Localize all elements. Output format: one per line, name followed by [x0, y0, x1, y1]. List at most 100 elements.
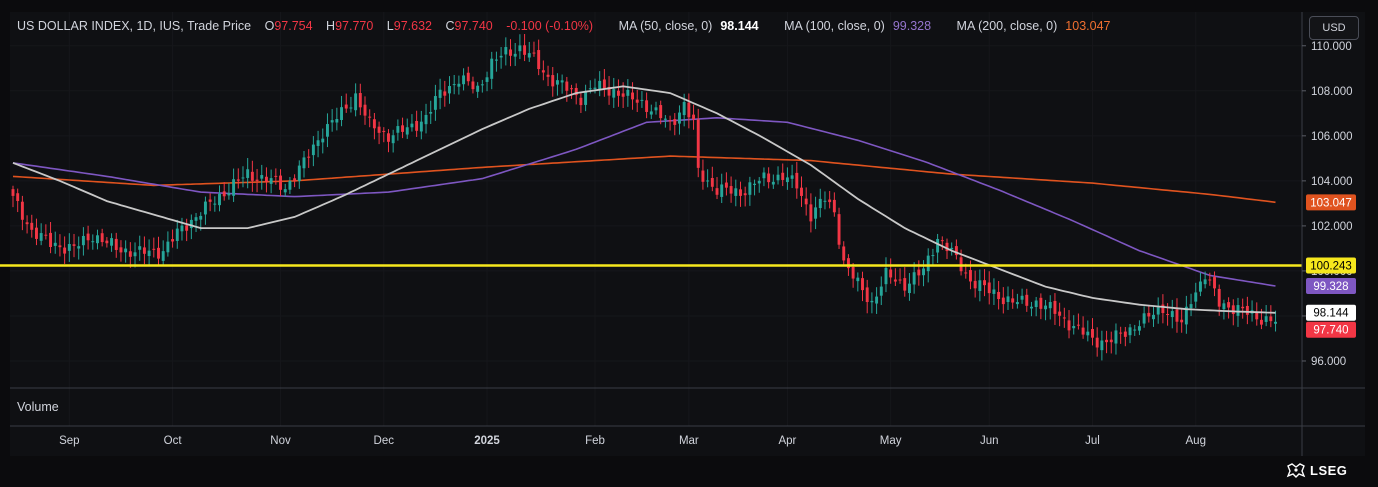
candle-body	[1170, 311, 1174, 318]
candle-body	[593, 87, 597, 90]
candle-body	[138, 246, 142, 250]
candle-body	[1152, 314, 1155, 320]
candle-body	[879, 286, 883, 296]
candle-body	[1015, 302, 1019, 305]
candle-body	[171, 239, 175, 242]
x-tick-label: May	[880, 435, 902, 447]
candle-body	[119, 247, 123, 253]
candle-body	[837, 214, 841, 245]
candle-body	[368, 116, 372, 118]
candle-body	[1020, 295, 1024, 300]
price-tag-bg	[1306, 321, 1356, 338]
candle-body	[1180, 319, 1184, 323]
candle-body	[81, 235, 85, 246]
candle-body	[485, 77, 489, 82]
candle-body	[302, 157, 306, 169]
candle-body	[1175, 309, 1179, 322]
candle-body	[372, 119, 376, 129]
candle-body	[621, 93, 625, 97]
x-tick-label: Aug	[1186, 435, 1206, 447]
candle-body	[724, 182, 728, 188]
candle-body	[1213, 277, 1216, 289]
candle-body	[1039, 297, 1043, 309]
candle-body	[340, 107, 344, 120]
candle-body	[16, 193, 20, 202]
candle-body	[433, 96, 437, 110]
low-key: L	[386, 19, 394, 33]
candle-body	[1109, 339, 1113, 343]
candle-body	[616, 90, 620, 96]
candle-body	[715, 188, 719, 195]
candle-body	[814, 207, 818, 219]
y-tick-label: 108.000	[1311, 86, 1353, 98]
candle-body	[1058, 311, 1062, 316]
candle-body	[1095, 337, 1099, 348]
candle-body	[513, 53, 517, 57]
candle-body	[213, 203, 217, 205]
candle-body	[663, 118, 667, 120]
candle-body	[875, 296, 879, 304]
currency-button[interactable]: USD	[1309, 16, 1359, 40]
candle-body	[753, 183, 757, 185]
candle-body	[391, 135, 395, 144]
candle-body	[668, 120, 672, 122]
chart-panel	[10, 12, 1365, 456]
candle-body	[757, 180, 761, 184]
candle-body	[255, 179, 259, 181]
candle-body	[541, 70, 545, 73]
candle-body	[954, 246, 958, 256]
x-tick-label: Apr	[778, 435, 796, 447]
candle-body	[767, 173, 771, 183]
price-tag-label: 98.144	[1313, 308, 1349, 320]
candle-body	[1259, 319, 1263, 325]
candle-body	[678, 112, 681, 124]
candle-body	[612, 89, 616, 98]
candle-body	[110, 238, 114, 246]
candle-body	[983, 280, 987, 286]
grid	[10, 12, 1302, 426]
candle-body	[321, 138, 325, 143]
candle-body	[63, 247, 67, 254]
ma50-value: 98.144	[720, 19, 759, 33]
candle-body	[1274, 321, 1277, 324]
candle-body	[659, 105, 663, 119]
candle-body	[743, 193, 747, 196]
candle-body	[269, 178, 273, 184]
candle-body	[264, 176, 268, 183]
x-tick-label: Nov	[270, 435, 291, 447]
candle-body	[781, 172, 785, 180]
candle-body	[58, 245, 62, 248]
candle-body	[598, 80, 602, 91]
candle-body	[696, 119, 700, 168]
candle-body	[1194, 292, 1198, 302]
candle-body	[49, 232, 53, 248]
candle-body	[142, 247, 146, 254]
candle-body	[565, 81, 569, 91]
candle-body	[560, 80, 564, 83]
candle-body	[518, 45, 522, 52]
candle-body	[185, 225, 189, 231]
brand-logo: LSEG	[1286, 462, 1347, 478]
candle-body	[1030, 306, 1033, 309]
candle-body	[1100, 340, 1104, 351]
x-tick-label: Sep	[59, 435, 79, 447]
price-tags: 103.047 100.243 99.328 98.144 97.740	[1306, 194, 1356, 338]
candle-body	[607, 86, 611, 96]
candle-body	[1227, 302, 1231, 308]
candle-body	[260, 175, 264, 179]
ma100-label[interactable]: MA (100, close, 0)	[784, 19, 885, 33]
candle-body	[1128, 327, 1132, 336]
candle-body	[1062, 317, 1066, 319]
candle-body	[297, 165, 301, 182]
lseg-logo-icon	[1286, 463, 1306, 478]
candle-body	[889, 269, 893, 278]
candle-body	[917, 269, 921, 276]
candle-body	[382, 130, 386, 132]
ma50-label[interactable]: MA (50, close, 0)	[618, 19, 713, 33]
candle-body	[640, 99, 644, 101]
candle-body	[279, 175, 282, 190]
ma200-label[interactable]: MA (200, close, 0)	[956, 19, 1058, 33]
candle-body	[1203, 279, 1207, 285]
candle-body	[1133, 329, 1137, 331]
